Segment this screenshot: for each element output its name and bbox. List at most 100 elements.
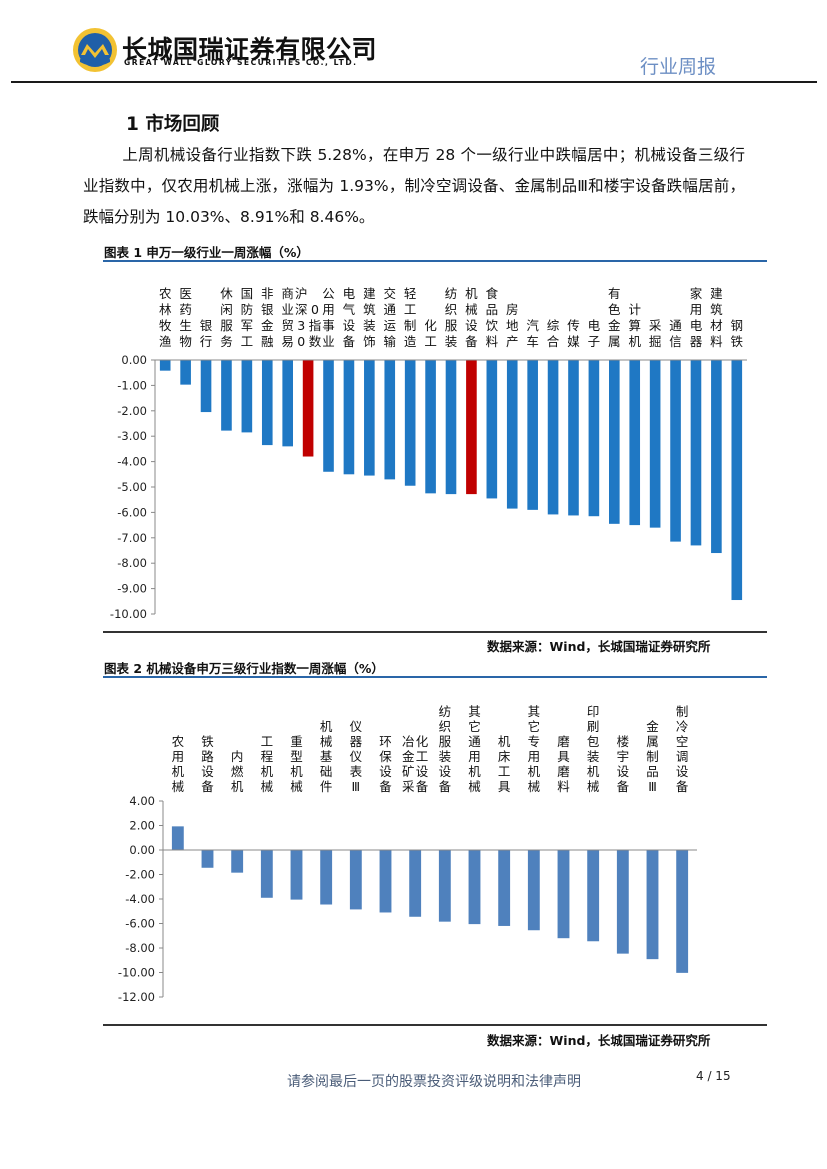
svg-text:气: 气	[343, 302, 356, 317]
svg-text:产: 产	[506, 334, 519, 349]
summary-paragraph: 上周机械设备行业指数下跌 5.28%，在申万 28 个一级行业中跌幅居中；机械设…	[83, 140, 745, 233]
chart1-ytick-label: 0.00	[121, 353, 147, 367]
svg-text:防: 防	[241, 302, 254, 317]
svg-text:采: 采	[402, 779, 415, 794]
svg-text:用: 用	[468, 749, 481, 764]
svg-text:通: 通	[669, 318, 682, 333]
svg-text:Ⅲ: Ⅲ	[352, 779, 361, 794]
svg-text:Ⅲ: Ⅲ	[648, 779, 657, 794]
svg-text:渔: 渔	[159, 334, 172, 349]
svg-text:械: 械	[587, 779, 600, 794]
company-name-en: GREAT WALL GLORY SECURITIES CO., LTD.	[124, 58, 358, 67]
chart2-ytick-label: -8.00	[125, 941, 155, 955]
svg-text:织: 织	[445, 302, 458, 317]
svg-text:有: 有	[608, 286, 621, 301]
chart1-bar	[527, 360, 538, 510]
svg-text:指: 指	[309, 318, 322, 333]
svg-text:事: 事	[322, 318, 335, 333]
chart1-bar	[261, 360, 273, 446]
svg-text:设: 设	[617, 764, 630, 779]
svg-text:金: 金	[646, 719, 659, 734]
svg-text:属: 属	[608, 334, 621, 349]
svg-text:3: 3	[297, 318, 305, 333]
chart1-category-label: 电子	[588, 318, 601, 349]
svg-text:业: 业	[281, 302, 294, 317]
svg-text:磨: 磨	[557, 734, 570, 749]
svg-text:建: 建	[363, 286, 376, 301]
svg-text:工: 工	[424, 334, 437, 349]
svg-text:行: 行	[200, 334, 213, 349]
chart2-ytick-label: 0.00	[129, 843, 155, 857]
chart1-top-rule	[103, 260, 767, 262]
svg-text:械: 械	[320, 734, 333, 749]
svg-text:农: 农	[159, 286, 172, 301]
svg-text:型: 型	[290, 749, 303, 764]
chart2-source: 数据来源：Wind，长城国瑞证券研究所	[487, 1033, 711, 1048]
svg-text:电: 电	[343, 286, 356, 301]
svg-text:设: 设	[379, 764, 392, 779]
svg-text:钢: 钢	[731, 318, 744, 333]
svg-text:子: 子	[588, 334, 601, 349]
svg-text:传: 传	[567, 318, 580, 333]
svg-text:交: 交	[384, 286, 397, 301]
svg-text:料: 料	[710, 334, 723, 349]
footer-disclaimer: 请参阅最后一页的股票投资评级说明和法律声明	[287, 1074, 581, 1090]
svg-text:装: 装	[445, 334, 458, 349]
svg-text:用: 用	[322, 302, 335, 317]
svg-text:公: 公	[322, 286, 335, 301]
chart2-bar	[468, 850, 481, 925]
svg-text:铁: 铁	[201, 734, 214, 749]
section-title: 1 市场回顾	[126, 114, 220, 135]
chart2-bar	[379, 850, 392, 913]
svg-text:金: 金	[608, 318, 621, 333]
svg-text:器: 器	[690, 334, 703, 349]
svg-text:沪: 沪	[295, 286, 308, 301]
svg-text:算: 算	[628, 318, 641, 333]
svg-text:计: 计	[628, 302, 641, 317]
svg-text:化: 化	[416, 734, 429, 749]
chart1-bar	[221, 360, 232, 431]
chart1-source: 数据来源：Wind，长城国瑞证券研究所	[487, 639, 711, 654]
chart2-bar	[171, 826, 184, 850]
svg-text:专: 专	[528, 734, 541, 749]
svg-text:综: 综	[547, 318, 560, 333]
chart2-category-label: 金属制品Ⅲ	[646, 719, 659, 794]
chart1-bar	[649, 360, 661, 528]
chart2-ytick-label: -10.00	[118, 966, 155, 980]
svg-text:品: 品	[646, 764, 659, 779]
svg-text:械: 械	[468, 779, 481, 794]
chart2-svg: 4.00 2.00 0.00 -2.00 -4.00 -6.00 -8.00 -10.00 -1…	[118, 704, 697, 1004]
summary-text: 上周机械设备行业指数下跌 5.28%，在申万 28 个一级行业中跌幅居中；机械设…	[83, 146, 745, 226]
chart1-bar	[343, 360, 355, 475]
svg-text:食: 食	[486, 286, 499, 301]
svg-text:械: 械	[528, 779, 541, 794]
svg-text:家: 家	[690, 286, 703, 301]
svg-text:药: 药	[179, 302, 192, 317]
svg-text:备: 备	[379, 779, 392, 794]
svg-text:闲: 闲	[220, 302, 233, 317]
chart2-bar	[231, 850, 244, 873]
chart2-bar	[646, 850, 659, 960]
chart2-category-label: 制冷空调设备	[676, 704, 689, 794]
svg-text:机: 机	[587, 764, 600, 779]
svg-text:饮: 饮	[486, 318, 499, 333]
chart1-category-label: 房地产	[506, 302, 519, 349]
svg-text:林: 林	[159, 302, 172, 317]
svg-text:采: 采	[649, 318, 662, 333]
svg-text:仪: 仪	[350, 719, 363, 734]
svg-text:金: 金	[402, 749, 415, 764]
svg-text:空: 空	[676, 734, 689, 749]
svg-text:设: 设	[676, 764, 689, 779]
report-type-label: 行业周报	[640, 56, 717, 78]
svg-text:0: 0	[297, 334, 305, 349]
chart1-bar	[690, 360, 702, 546]
